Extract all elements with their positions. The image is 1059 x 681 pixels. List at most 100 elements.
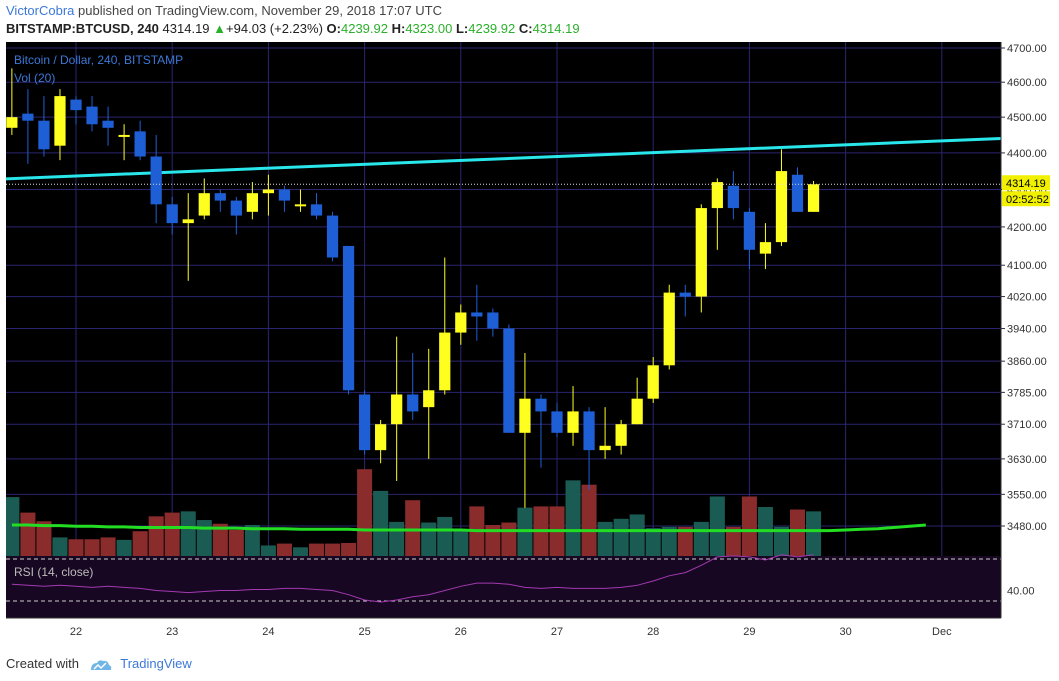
volume-bar xyxy=(148,516,164,556)
candle xyxy=(54,89,66,161)
candle-body xyxy=(695,208,707,297)
candle xyxy=(230,196,242,235)
volume-bar xyxy=(709,496,725,556)
candle xyxy=(22,89,34,164)
candle xyxy=(743,208,756,270)
time-tick-label: 23 xyxy=(166,626,178,638)
candle xyxy=(487,308,499,337)
rsi-line xyxy=(11,554,814,603)
volume-bar xyxy=(52,537,68,556)
candle-body xyxy=(391,394,403,425)
high-value: 4323.00 xyxy=(405,21,453,36)
bar-countdown: 02:52:52 xyxy=(1006,194,1049,206)
candle xyxy=(214,189,226,212)
volume-bar xyxy=(581,484,597,556)
candle-body xyxy=(647,365,659,399)
candle xyxy=(423,348,435,459)
candle-body xyxy=(134,131,146,157)
candlestick-chart[interactable]: Bitcoin / Dollar, 240, BITSTAMP Vol (20)… xyxy=(6,42,1055,646)
candle-body xyxy=(775,171,788,243)
chart-area[interactable]: Bitcoin / Dollar, 240, BITSTAMP Vol (20)… xyxy=(6,42,1055,646)
candle xyxy=(326,211,339,262)
candle-body xyxy=(535,398,547,412)
created-with-label: Created with xyxy=(6,656,79,671)
candle xyxy=(663,284,675,370)
close-label: C: xyxy=(518,21,533,36)
symbol-info-bar: BITSTAMP:BTCUSD, 240 4314.19 ▲+94.03 (+2… xyxy=(6,21,580,36)
candle-body xyxy=(230,200,242,216)
candle xyxy=(182,193,194,281)
candle-body xyxy=(759,242,772,254)
candle-body xyxy=(711,182,723,209)
low-value: 4239.92 xyxy=(468,21,516,36)
candle-body xyxy=(294,204,307,207)
candle-body xyxy=(38,120,50,150)
volume-bar xyxy=(693,521,709,556)
candle-body xyxy=(342,245,355,391)
time-tick-label: 24 xyxy=(262,626,274,638)
candle-body xyxy=(727,185,739,209)
volume-legend: Vol (20) xyxy=(14,71,55,85)
candle xyxy=(134,120,146,161)
time-tick-label: 28 xyxy=(647,626,659,638)
low-label: L: xyxy=(455,21,469,36)
tradingview-link[interactable]: TradingView xyxy=(120,656,192,671)
candle-body xyxy=(166,204,178,224)
candle xyxy=(599,407,611,459)
volume-bar xyxy=(132,531,148,556)
candle xyxy=(647,357,659,403)
resistance-trendline[interactable] xyxy=(6,137,1002,181)
candle-body xyxy=(22,113,34,121)
candle-body xyxy=(455,312,467,333)
time-tick-label: 22 xyxy=(70,626,82,638)
candle xyxy=(6,68,18,135)
candle xyxy=(583,407,595,490)
volume-bar xyxy=(260,545,276,556)
candle-body xyxy=(519,398,531,433)
volume-bar xyxy=(357,469,373,556)
price-tick-label: 4600.00 xyxy=(1007,77,1047,89)
price-tick-label: 4700.00 xyxy=(1007,43,1047,55)
candle xyxy=(535,394,547,468)
price-tick-label: 3480.00 xyxy=(1007,521,1047,533)
volume-bar xyxy=(421,522,437,556)
price-tick-label: 4020.00 xyxy=(1007,292,1047,304)
price-tick-label: 4400.00 xyxy=(1007,148,1047,160)
candle-body xyxy=(471,312,483,317)
volume-bar xyxy=(292,547,308,556)
open-value: 4239.92 xyxy=(340,21,388,36)
volume-bar xyxy=(116,539,132,556)
time-axis[interactable]: 22 23 24 25 26 27 28 29 30 Dec xyxy=(6,617,1001,638)
candle xyxy=(198,178,210,220)
candle xyxy=(727,171,739,220)
candle-body xyxy=(86,106,98,125)
volume-bar xyxy=(437,516,453,556)
candle-body xyxy=(551,411,563,433)
price-tick-label: 3630.00 xyxy=(1007,454,1047,466)
candle-body xyxy=(743,211,756,250)
volume-bar xyxy=(325,543,341,556)
candle xyxy=(711,178,723,250)
volume-bar xyxy=(613,518,629,556)
candle xyxy=(631,377,643,425)
volume-bar xyxy=(341,542,357,556)
candle-body xyxy=(214,193,226,201)
volume-bar xyxy=(228,529,244,556)
volume-bar xyxy=(68,539,84,556)
candle-body xyxy=(70,99,82,111)
author-link[interactable]: VictorCobra xyxy=(6,3,75,18)
candle-body xyxy=(807,184,820,212)
price-axis[interactable]: 4700.004600.004500.004400.004300.004200.… xyxy=(1000,42,1047,618)
volume-bar xyxy=(308,543,325,556)
volume-bar xyxy=(773,526,789,556)
volume-bar xyxy=(661,526,677,556)
candle-body xyxy=(631,398,643,425)
volume-bar xyxy=(180,511,196,556)
candle xyxy=(439,257,451,395)
candle-body xyxy=(6,117,18,128)
candle-body xyxy=(503,328,515,433)
candle xyxy=(679,284,691,317)
volume-bar xyxy=(276,543,292,556)
candle-body xyxy=(791,174,804,212)
volume-bar xyxy=(597,521,613,556)
